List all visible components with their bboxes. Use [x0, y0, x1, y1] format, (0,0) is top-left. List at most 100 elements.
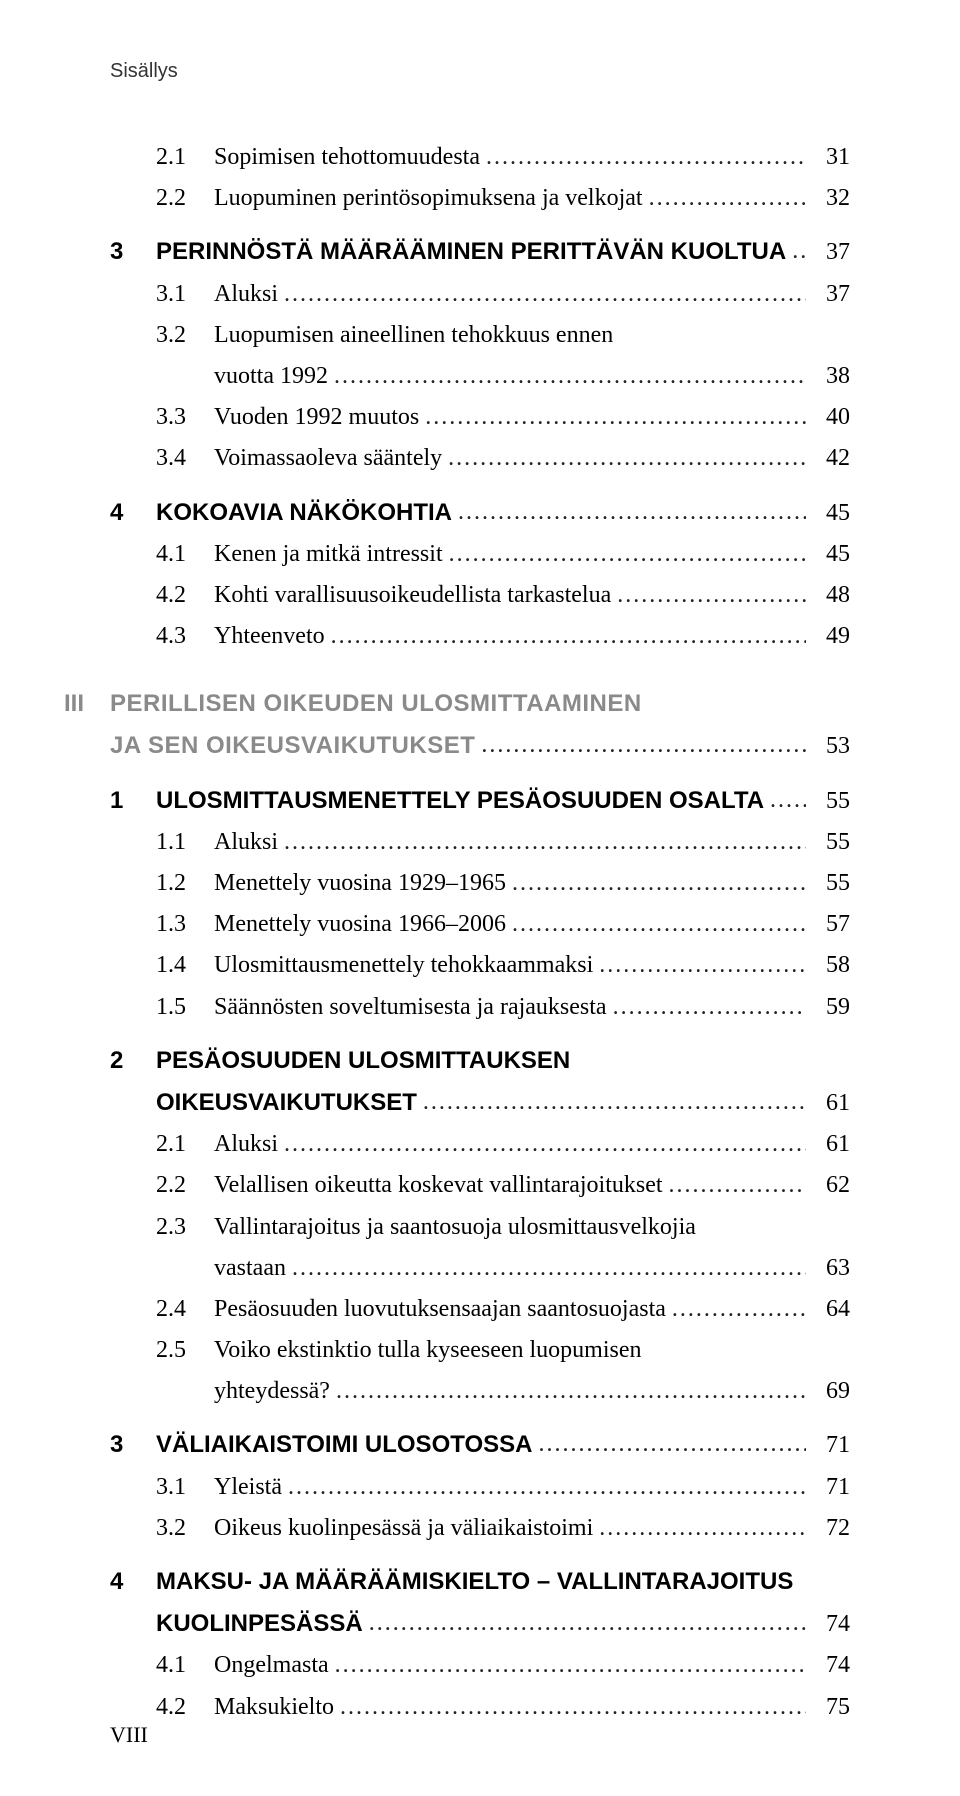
toc-row: KUOLINPESÄSSÄ74	[110, 1605, 850, 1643]
toc-row: 3PERINNÖSTÄ MÄÄRÄÄMINEN PERITTÄVÄN KUOLT…	[110, 233, 850, 271]
toc-row: 3.3Vuoden 1992 muutos 40	[110, 399, 850, 436]
toc-spacer	[110, 1414, 850, 1426]
toc-page-number: 48	[806, 577, 850, 614]
toc-row: 2.1Sopimisen tehottomuudesta31	[110, 139, 850, 176]
toc-entry-title: Luopuminen perintösopimuksena ja velkoja…	[214, 185, 643, 211]
toc-row: 4.1Ongelmasta74	[110, 1647, 850, 1684]
toc-page-number: 37	[806, 234, 850, 271]
toc-part-number: III	[64, 685, 110, 722]
toc-spacer	[110, 659, 850, 685]
toc-page-number: 64	[806, 1291, 850, 1328]
toc-entry-number: 3.2	[110, 317, 214, 354]
toc-row: 1.4Ulosmittausmenettely tehokkaammaksi58	[110, 947, 850, 984]
toc-row: JA SEN OIKEUSVAIKUTUKSET 53	[110, 727, 850, 765]
toc-entry-number: 3.1	[110, 1469, 214, 1506]
toc-spacer	[110, 482, 850, 494]
toc-row: OIKEUSVAIKUTUKSET 61	[110, 1084, 850, 1122]
toc-spacer	[110, 1030, 850, 1042]
toc-entry-title: Menettely vuosina 1966–2006	[214, 911, 506, 937]
toc-page-number: 59	[806, 989, 850, 1026]
toc-chapter-title: MAKSU- JA MÄÄRÄÄMISKIELTO – VALLINTARAJO…	[156, 1568, 793, 1595]
toc-page-number: 63	[806, 1250, 850, 1287]
table-of-contents: 2.1Sopimisen tehottomuudesta312.2Luopumi…	[110, 139, 850, 1726]
toc-entry-number: 1.5	[110, 989, 214, 1026]
toc-entry-title: Oikeus kuolinpesässä ja väliaikaistoimi	[214, 1515, 593, 1541]
toc-part-title-cont: JA SEN OIKEUSVAIKUTUKSET	[110, 732, 475, 759]
toc-page-number: 71	[806, 1469, 850, 1506]
toc-entry-number: 4.1	[110, 1647, 214, 1684]
toc-row: 1.5Säännösten soveltumisesta ja rajaukse…	[110, 989, 850, 1026]
toc-page-number: 53	[806, 728, 850, 765]
toc-spacer	[110, 770, 850, 782]
toc-chapter-title-cont: OIKEUSVAIKUTUKSET	[156, 1089, 417, 1116]
toc-entry-title: Yleistä	[214, 1474, 282, 1500]
toc-chapter-title-cont: KUOLINPESÄSSÄ	[156, 1610, 363, 1637]
toc-row: 2.4Pesäosuuden luovutuksensaajan saantos…	[110, 1291, 850, 1328]
toc-row: vuotta 199238	[110, 358, 850, 395]
toc-page-number: 61	[806, 1126, 850, 1163]
toc-row: 1.2Menettely vuosina 1929–196555	[110, 865, 850, 902]
toc-entry-title: Voimassaoleva sääntely	[214, 445, 442, 471]
toc-row: IIIPERILLISEN OIKEUDEN ULOSMITTAAMINEN	[110, 685, 850, 723]
toc-entry-number: 3.3	[110, 399, 214, 436]
toc-spacer	[110, 221, 850, 233]
toc-entry-number: 2.2	[110, 1167, 214, 1204]
toc-row: 4MAKSU- JA MÄÄRÄÄMISKIELTO – VALLINTARAJ…	[110, 1563, 850, 1601]
toc-page-number: 61	[806, 1085, 850, 1122]
toc-chapter-number: 4	[110, 1563, 156, 1600]
toc-entry-number: 4.2	[110, 1689, 214, 1726]
toc-page-number: 69	[806, 1373, 850, 1410]
toc-page-number: 49	[806, 618, 850, 655]
toc-entry-title: Yhteenveto	[214, 623, 325, 649]
toc-entry-number: 4.3	[110, 618, 214, 655]
toc-entry-title: Aluksi	[214, 829, 278, 855]
toc-row: 4.2Kohti varallisuusoikeudellista tarkas…	[110, 577, 850, 614]
toc-row: yhteydessä?69	[110, 1373, 850, 1410]
toc-entry-number: 3.4	[110, 440, 214, 477]
toc-entry-title: Vuoden 1992 muutos	[214, 404, 419, 430]
toc-entry-title: Luopumisen aineellinen tehokkuus ennen	[214, 322, 613, 348]
toc-page-number: 31	[806, 139, 850, 176]
toc-page-number: 75	[806, 1689, 850, 1726]
toc-chapter-number: 1	[110, 782, 156, 819]
toc-row: 2.2Luopuminen perintösopimuksena ja velk…	[110, 180, 850, 217]
toc-row: 3.2Oikeus kuolinpesässä ja väliaikaistoi…	[110, 1510, 850, 1547]
toc-entry-number: 1.1	[110, 824, 214, 861]
toc-row: 1.1Aluksi55	[110, 824, 850, 861]
toc-entry-number: 2.1	[110, 139, 214, 176]
toc-entry-title: Menettely vuosina 1929–1965	[214, 870, 506, 896]
toc-entry-title: Voiko ekstinktio tulla kyseeseen luopumi…	[214, 1337, 642, 1363]
running-head: Sisällys	[110, 60, 850, 83]
toc-chapter-title: ULOSMITTAUSMENETTELY PESÄOSUUDEN OSALTA	[156, 787, 764, 814]
toc-entry-number: 1.4	[110, 947, 214, 984]
toc-part-title: PERILLISEN OIKEUDEN ULOSMITTAAMINEN	[110, 690, 642, 717]
toc-entry-number: 3.1	[110, 276, 214, 313]
toc-row: 2.2Velallisen oikeutta koskevat vallinta…	[110, 1167, 850, 1204]
page: Sisällys 2.1Sopimisen tehottomuudesta312…	[0, 0, 960, 1796]
toc-entry-number: 2.3	[110, 1209, 214, 1246]
toc-page-number: 45	[806, 495, 850, 532]
toc-page-number: 40	[806, 399, 850, 436]
toc-chapter-number: 4	[110, 494, 156, 531]
toc-page-number: 32	[806, 180, 850, 217]
toc-chapter-title: KOKOAVIA NÄKÖKOHTIA	[156, 499, 452, 526]
toc-row: vastaan63	[110, 1250, 850, 1287]
toc-chapter-number: 3	[110, 233, 156, 270]
toc-entry-title: Kenen ja mitkä intressit	[214, 541, 443, 567]
toc-entry-title: Kohti varallisuusoikeudellista tarkastel…	[214, 582, 611, 608]
toc-chapter-number: 3	[110, 1426, 156, 1463]
toc-entry-number: 2.2	[110, 180, 214, 217]
toc-page-number: 72	[806, 1510, 850, 1547]
toc-entry-number: 4.1	[110, 536, 214, 573]
toc-row: 2.1Aluksi61	[110, 1126, 850, 1163]
toc-page-number: 74	[806, 1647, 850, 1684]
toc-row: 4.1Kenen ja mitkä intressit45	[110, 536, 850, 573]
toc-page-number: 37	[806, 276, 850, 313]
toc-entry-title: Vallintarajoitus ja saantosuoja ulosmitt…	[214, 1214, 696, 1240]
toc-row: 1ULOSMITTAUSMENETTELY PESÄOSUUDEN OSALTA…	[110, 782, 850, 820]
toc-entry-title: Aluksi	[214, 1131, 278, 1157]
toc-row: 4.3Yhteenveto 49	[110, 618, 850, 655]
toc-row: 4.2Maksukielto75	[110, 1689, 850, 1726]
toc-row: 1.3Menettely vuosina 1966–200657	[110, 906, 850, 943]
toc-row: 2.3Vallintarajoitus ja saantosuoja ulosm…	[110, 1209, 850, 1246]
